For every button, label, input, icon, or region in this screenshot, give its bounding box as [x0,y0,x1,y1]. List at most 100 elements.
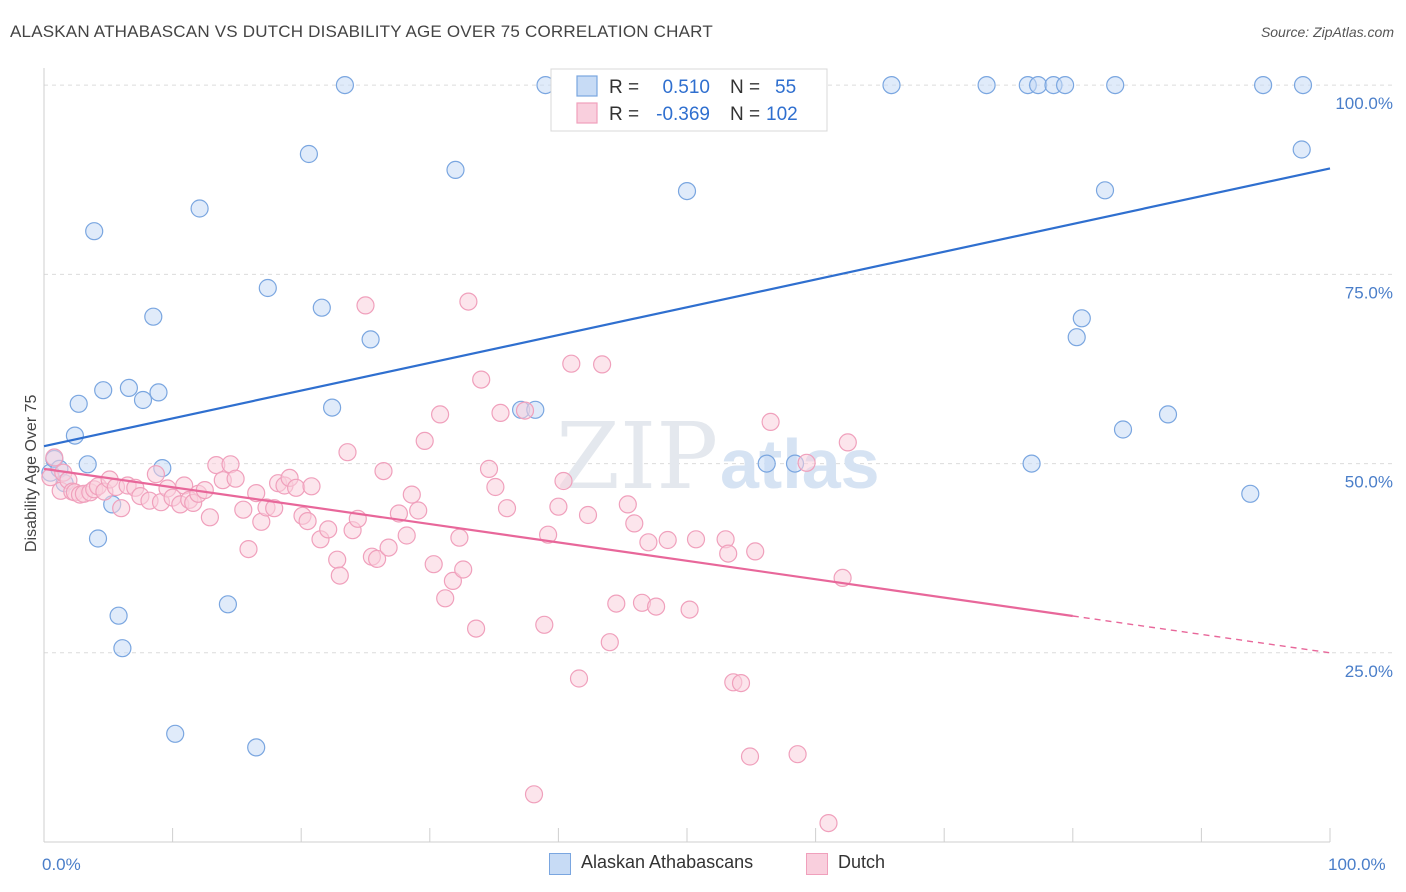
dutch-point [524,785,544,804]
athabascan-point [299,144,318,164]
dutch-point [788,745,807,764]
dutch-point [467,619,486,638]
athabascan-point [149,383,168,402]
athabascan-point [882,75,901,95]
dutch-point [459,292,478,311]
dutch-point [562,354,581,373]
dutch-point [287,478,306,497]
legend-n-value-2: 102 [766,104,798,125]
x-tick-label-right: 100.0% [1328,855,1386,874]
dutch-point [319,520,338,539]
dutch-point [607,594,626,613]
dutch-point [486,477,505,497]
dutch-point [298,511,317,531]
trend-lines [43,167,1331,654]
legend-r-value-1: 0.510 [662,77,710,98]
dutch-trend-line [43,467,1073,618]
athabascan-point [1022,454,1041,473]
source-label: Source: ZipAtlas.com [1260,24,1394,40]
dutch-point [569,669,589,688]
dutch-point [491,403,510,422]
y-axis-label: Disability Age Over 75 [23,394,40,552]
dutch-point [454,560,473,579]
dutch-point [797,453,816,472]
dutch-point [658,530,677,550]
dutch-point [402,485,421,504]
dutch-point [600,633,619,652]
bottom-legend-label-dutch: Dutch [838,852,886,872]
dutch-point [719,544,738,563]
dutch-point [538,525,558,544]
athabascan-point [69,394,88,413]
dutch-point [497,499,517,518]
dutch-point [686,530,706,549]
dutch-point [515,401,535,420]
dutch-point [819,813,838,833]
legend-n-value-1: 55 [775,77,796,98]
athabascan-point [144,307,163,326]
legend-swatch-athabascan [576,75,598,97]
dutch-point [549,497,568,516]
dutch-point [431,405,450,424]
athabascan-point [677,182,697,201]
y-tick-labels: 25.0% 50.0% 75.0% 100.0% [1335,94,1393,681]
y-tick-label-75: 75.0% [1345,283,1393,302]
athabascan-point [119,378,138,397]
dutch-point [472,370,491,389]
dutch-point [379,538,398,557]
correlation-legend: R = 0.510 N = 55 R = -0.369 N = 102 [550,68,828,132]
dutch-point [746,542,765,561]
athabascan-point [1113,420,1133,439]
athabascan-point [312,298,331,317]
legend-r-label-2: R = [609,104,639,125]
dutch-point [247,484,266,503]
dutch-point [680,600,699,619]
dutch-point [424,555,443,574]
y-tick-label-50: 50.0% [1345,473,1393,492]
dutch-point [368,549,387,569]
dutch-point [535,615,554,634]
athabascan-point [1253,75,1273,95]
dutch-point [731,673,751,693]
dutch-point [146,465,165,484]
legend-swatch-dutch [576,102,598,124]
dutch-point [389,504,408,523]
athabascan-point [1067,328,1086,347]
athabascan-trend-line [43,167,1331,448]
athabascan-point [323,398,342,417]
athabascan-point [247,738,266,757]
y-tick-label-100: 100.0% [1335,94,1393,113]
legend-r-label-1: R = [609,77,639,98]
bottom-legend-swatch-athabascan [549,853,571,875]
dutch-point [443,571,462,591]
athabascan-point [1106,75,1125,95]
dutch-point [450,528,469,547]
dutch-point [740,747,760,766]
legend-n-label-1: N = [730,77,760,98]
athabascan-point [1292,140,1311,159]
dutch-point [356,296,375,315]
dutch-point [45,448,64,467]
athabascan-point [85,222,104,241]
athabascan-point [446,160,465,179]
dutch-point [234,500,253,519]
dutch-point [578,505,598,525]
athabascan-point [88,529,108,548]
athabascan-point [361,330,380,349]
athabascan-point [1072,309,1091,328]
dutch-point [838,433,857,452]
athabascan-point [190,199,209,218]
dutch-point [338,443,357,462]
athabascan-point [78,455,97,474]
dutch-point [226,469,245,488]
dutch-point [554,471,573,491]
chart-title: ALASKAN ATHABASCAN VS DUTCH DISABILITY A… [10,22,713,41]
athabascan-point [757,454,776,473]
y-tick-label-25: 25.0% [1345,662,1393,681]
dutch-point [625,514,644,533]
dutch-point [397,526,416,545]
dutch-trend-line-extension [1072,615,1331,654]
athabascan-point [977,75,996,95]
dutch-point [302,477,321,496]
